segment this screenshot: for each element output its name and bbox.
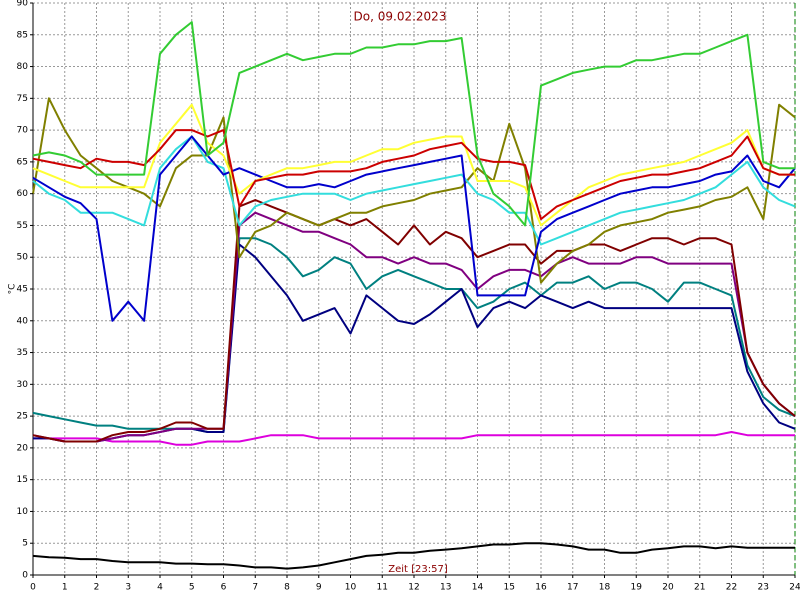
y-axis-label: °C xyxy=(8,284,18,295)
x-tick-label: 15 xyxy=(504,583,515,593)
x-tick-label: 11 xyxy=(377,583,388,593)
x-tick-label: 20 xyxy=(662,583,674,593)
y-tick-label: 70 xyxy=(17,126,29,136)
x-tick-label: 1 xyxy=(62,583,68,593)
x-tick-label: 24 xyxy=(789,583,800,593)
y-tick-label: 5 xyxy=(22,539,28,549)
y-tick-label: 55 xyxy=(17,221,28,231)
x-tick-label: 19 xyxy=(631,583,643,593)
series-line xyxy=(32,135,796,322)
y-tick-label: 15 xyxy=(17,475,28,485)
y-tick-label: 45 xyxy=(17,285,28,295)
x-tick-label: 22 xyxy=(726,583,737,593)
series-line xyxy=(32,21,795,227)
x-tick-label: 8 xyxy=(284,583,290,593)
y-tick-label: 35 xyxy=(17,348,28,358)
series-line xyxy=(32,97,796,284)
x-tick-label: 6 xyxy=(221,583,227,593)
y-tick-label: 75 xyxy=(17,94,28,104)
y-tick-label: 80 xyxy=(17,62,29,72)
chart-title: Do, 09.02.2023 xyxy=(354,10,447,24)
lines xyxy=(32,21,796,570)
y-tick-label: 65 xyxy=(17,157,28,167)
series-line xyxy=(33,431,795,446)
x-tick-label: 17 xyxy=(567,583,578,593)
y-tick-label: 60 xyxy=(17,189,29,199)
series-line xyxy=(32,199,796,443)
y-tick-label: 90 xyxy=(17,0,29,9)
x-tick-label: 5 xyxy=(189,583,195,593)
x-tick-label: 18 xyxy=(599,583,611,593)
x-tick-label: 3 xyxy=(125,583,131,593)
series-line xyxy=(32,542,795,570)
x-tick-label: 7 xyxy=(252,583,258,593)
series-line xyxy=(32,129,795,221)
series-line xyxy=(32,211,796,443)
y-tick-label: 50 xyxy=(17,253,29,263)
y-tick-label: 25 xyxy=(17,412,28,422)
y-tick-label: 20 xyxy=(17,443,29,453)
x-tick-label: 10 xyxy=(345,583,357,593)
x-tick-label: 16 xyxy=(535,583,547,593)
x-tick-label: 9 xyxy=(316,583,322,593)
y-tick-label: 30 xyxy=(17,380,29,390)
x-tick-label: 12 xyxy=(408,583,419,593)
y-tick-label: 10 xyxy=(17,507,29,517)
series-line xyxy=(32,103,795,227)
x-tick-label: 4 xyxy=(157,583,163,593)
x-tick-label: 13 xyxy=(440,583,451,593)
y-tick-label: 85 xyxy=(17,30,28,40)
series-line xyxy=(32,135,796,246)
y-tick-label: 0 xyxy=(22,571,28,581)
x-tick-label: 14 xyxy=(472,583,484,593)
x-axis-label: Zeit [23:57] xyxy=(388,564,448,575)
x-tick-label: 23 xyxy=(758,583,769,593)
x-tick-label: 2 xyxy=(94,583,100,593)
x-tick-label: 21 xyxy=(694,583,705,593)
x-tick-label: 0 xyxy=(30,583,36,593)
y-tick-label: 40 xyxy=(17,316,29,326)
